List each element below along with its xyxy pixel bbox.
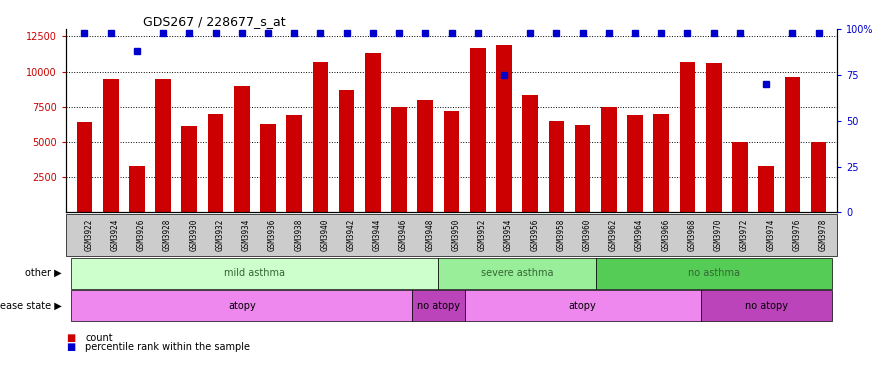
Bar [418,100,433,212]
Text: GSM3922: GSM3922 [85,219,93,251]
Text: GSM3928: GSM3928 [163,219,172,251]
Text: other ▶: other ▶ [25,268,62,278]
Bar [496,45,512,212]
Bar [339,90,354,212]
Text: atopy: atopy [228,301,255,311]
Bar [313,61,329,212]
Bar [391,107,407,212]
Text: no asthma: no asthma [688,268,740,278]
Bar [679,61,695,212]
Bar [627,115,643,212]
Text: GSM3934: GSM3934 [241,219,251,251]
Text: GSM3960: GSM3960 [582,219,592,251]
Text: ■: ■ [66,333,75,343]
Bar [706,63,722,212]
Bar [732,142,748,212]
Text: GSM3956: GSM3956 [530,219,539,251]
Text: GSM3970: GSM3970 [714,219,722,251]
Text: disease state ▶: disease state ▶ [0,301,62,311]
Bar [155,79,171,212]
Text: GSM3958: GSM3958 [557,219,566,251]
Text: ■: ■ [66,342,75,352]
Bar [233,86,249,212]
Text: GSM3926: GSM3926 [137,219,146,251]
Text: severe asthma: severe asthma [481,268,553,278]
Bar [601,107,617,212]
Text: count: count [85,333,113,343]
Text: no atopy: no atopy [417,301,460,311]
Text: no atopy: no atopy [744,301,788,311]
Bar [654,114,670,212]
Text: GSM3964: GSM3964 [635,219,644,251]
Text: GSM3974: GSM3974 [766,219,775,251]
Text: GSM3978: GSM3978 [818,219,827,251]
Text: mild asthma: mild asthma [225,268,285,278]
Text: GSM3968: GSM3968 [687,219,697,251]
Text: GSM3950: GSM3950 [451,219,461,251]
Bar [208,114,224,212]
Bar [286,115,302,212]
Bar [811,142,826,212]
Text: atopy: atopy [569,301,596,311]
Bar [260,124,276,212]
Text: GSM3966: GSM3966 [662,219,670,251]
Text: percentile rank within the sample: percentile rank within the sample [85,342,250,352]
Bar [759,166,774,212]
Text: GSM3940: GSM3940 [321,219,329,251]
Text: GSM3938: GSM3938 [294,219,303,251]
Text: GSM3942: GSM3942 [346,219,356,251]
Bar [444,111,459,212]
Bar [574,125,590,212]
Bar [181,126,197,212]
Text: GSM3936: GSM3936 [268,219,277,251]
Bar [470,48,485,212]
Text: GSM3932: GSM3932 [216,219,225,251]
Bar [522,96,538,212]
Text: GSM3972: GSM3972 [740,219,749,251]
Bar [784,77,800,212]
Text: GSM3952: GSM3952 [478,219,486,251]
Bar [129,166,144,212]
Text: GSM3962: GSM3962 [609,219,618,251]
Text: GSM3946: GSM3946 [399,219,408,251]
Text: GSM3930: GSM3930 [189,219,198,251]
Bar [549,121,564,212]
Text: GDS267 / 228677_s_at: GDS267 / 228677_s_at [143,15,285,28]
Text: GSM3924: GSM3924 [111,219,120,251]
Text: GSM3944: GSM3944 [373,219,381,251]
Text: GSM3976: GSM3976 [792,219,802,251]
Text: GSM3948: GSM3948 [426,219,434,251]
Bar [77,122,93,212]
Bar [365,53,381,212]
Text: GSM3954: GSM3954 [504,219,513,251]
Bar [103,79,119,212]
